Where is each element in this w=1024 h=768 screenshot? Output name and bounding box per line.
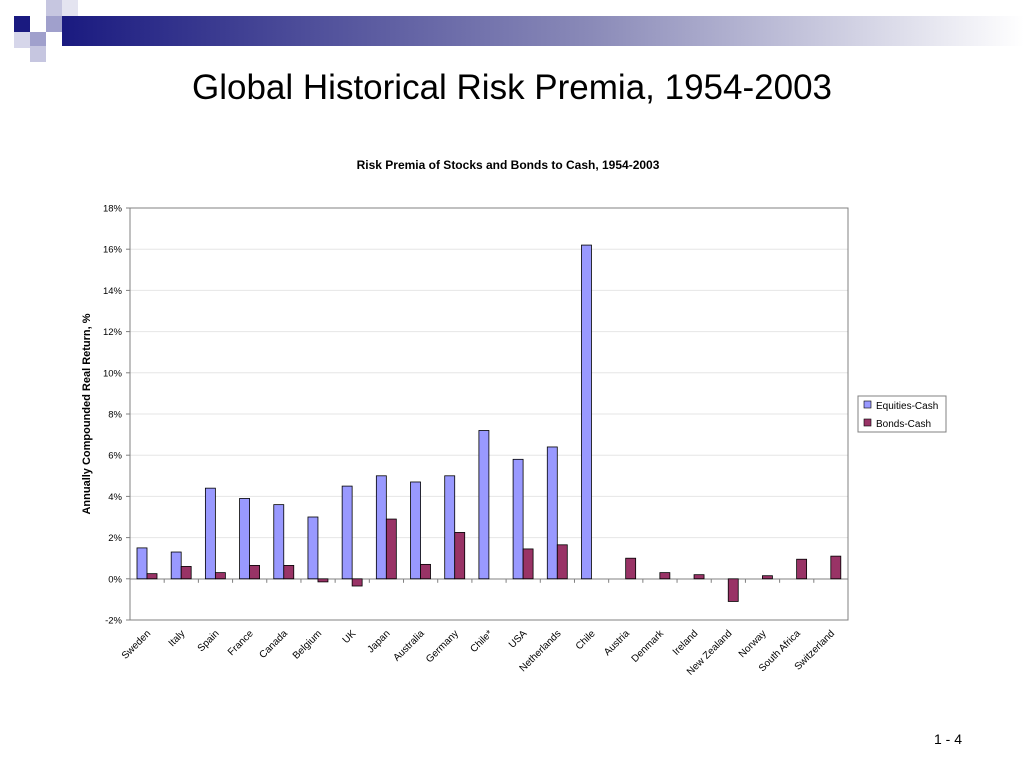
bar-bonds-australia [420, 563, 431, 580]
x-tick-label: Spain [196, 628, 222, 654]
page-number: 1 - 4 [933, 731, 962, 747]
x-tick-label: Italy [167, 628, 188, 649]
bar-bonds-spain [214, 572, 226, 580]
bar-bonds-south-africa [796, 558, 808, 580]
y-tick-label: 16% [103, 245, 123, 256]
bar-equities-usa [512, 458, 524, 580]
y-tick-label: 14% [103, 286, 123, 297]
bar-equities-italy [170, 551, 182, 580]
legend-label-equities: Equities-Cash [876, 401, 938, 412]
chart-title: Risk Premia of Stocks and Bonds to Cash,… [357, 158, 660, 172]
bar-equities-spain [204, 487, 216, 580]
legend-swatch-bonds [863, 418, 872, 427]
bar-bonds-norway [762, 575, 773, 580]
x-tick-label: Belgium [291, 628, 324, 661]
x-tick-label: Chile [574, 628, 598, 652]
legend-box [857, 395, 947, 433]
bar-bonds-canada [283, 565, 295, 580]
x-tick-label: Ireland [671, 628, 700, 657]
x-tick-label: USA [507, 628, 530, 651]
x-tick-label: Norway [737, 628, 769, 660]
x-tick-label: Austria [602, 628, 632, 658]
y-tick-label: -2% [105, 616, 122, 627]
x-tick-label: Denmark [630, 628, 667, 665]
y-tick-label: 4% [108, 492, 122, 503]
deco-square [46, 0, 62, 16]
header-gradient-band [62, 16, 1024, 46]
legend-label-bonds: Bonds-Cash [876, 419, 931, 430]
bar-equities-chile [581, 244, 592, 580]
deco-square [30, 32, 46, 48]
deco-square [30, 46, 46, 62]
bar-equities-canada [273, 504, 285, 580]
y-tick-label: 8% [108, 410, 122, 421]
x-tick-label: Chile* [468, 628, 495, 655]
slide-title: Global Historical Risk Premia, 1954-2003 [192, 68, 832, 107]
bar-equities-australia [410, 481, 421, 580]
deco-square [14, 32, 30, 48]
bar-equities-japan [375, 475, 387, 580]
bar-bonds-japan [385, 518, 397, 580]
bar-bonds-ireland [693, 574, 705, 580]
bar-bonds-belgium [317, 578, 329, 583]
x-tick-label: UK [341, 628, 359, 646]
bar-equities-uk [341, 485, 353, 580]
y-tick-label: 6% [108, 451, 122, 462]
bar-bonds-italy [180, 566, 192, 580]
x-tick-label: Sweden [120, 628, 153, 661]
bar-equities-chile- [478, 430, 490, 580]
bar-equities-france [239, 498, 250, 580]
legend: Equities-Cash Bonds-Cash [857, 395, 947, 433]
bar-bonds-denmark [659, 572, 671, 580]
bar-bonds-germany [454, 532, 466, 580]
x-tick-label: Australia [391, 628, 427, 664]
bar-equities-germany [444, 475, 456, 580]
deco-square [14, 16, 30, 32]
bar-bonds-sweden [146, 573, 158, 580]
bar-bonds-netherlands [556, 544, 568, 580]
bar-bonds-uk [351, 578, 363, 587]
x-tick-label: Canada [257, 628, 290, 661]
deco-square [62, 0, 78, 16]
decorative-header-pattern [14, 0, 1024, 62]
y-tick-label: 0% [108, 574, 122, 585]
y-tick-label: 10% [103, 368, 123, 379]
legend-swatch-equities [863, 400, 872, 409]
bar-equities-belgium [307, 516, 319, 580]
y-axis-ticks: -2% 0% 2% 4% 6% 8% 10% 12% 14% 16% 18% [103, 204, 130, 627]
bar-equities-sweden [136, 547, 148, 580]
bar-bonds-usa [522, 548, 534, 580]
bar-bonds-france [249, 565, 260, 580]
x-tick-label: France [226, 628, 256, 658]
bar-bonds-switzerland [830, 555, 842, 580]
y-axis-label: Annually Compounded Real Return, % [81, 313, 93, 514]
y-tick-label: 18% [103, 204, 123, 215]
x-tick-label: Germany [424, 628, 461, 665]
deco-square [46, 16, 62, 32]
bar-bonds-new-zealand [727, 578, 739, 602]
bar-equities-netherlands [546, 446, 558, 580]
bars [136, 244, 842, 602]
y-tick-label: 12% [103, 327, 123, 338]
y-tick-label: 2% [108, 533, 122, 544]
bar-bonds-austria [625, 557, 637, 580]
x-tick-label: Japan [366, 628, 393, 655]
